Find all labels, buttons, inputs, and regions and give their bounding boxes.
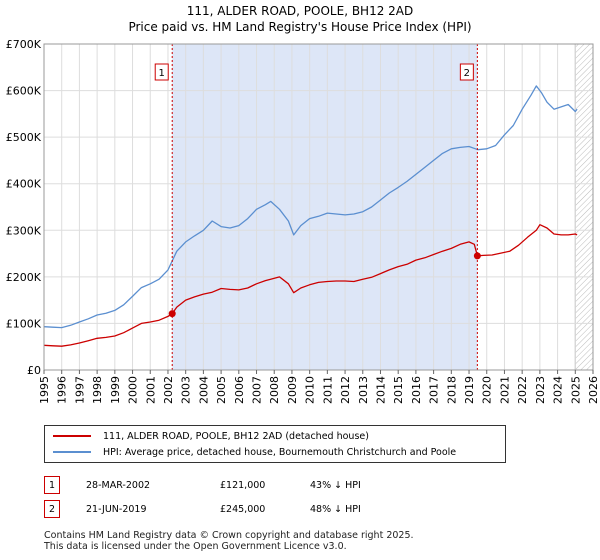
y-tick-label: £500K — [6, 131, 42, 144]
x-tick-label: 1998 — [91, 376, 104, 404]
y-tick-label: £400K — [6, 178, 42, 191]
plot-frame — [43, 43, 594, 371]
x-tick-label: 2008 — [268, 376, 281, 404]
y-tick-label: £200K — [6, 271, 42, 284]
x-tick-label: 2021 — [498, 376, 511, 404]
sale-marker-label: 2 — [464, 68, 470, 79]
legend-label-hpi: HPI: Average price, detached house, Bour… — [103, 446, 457, 458]
x-tick-label: 2017 — [428, 376, 441, 404]
footer-line-1: Contains HM Land Registry data © Crown c… — [44, 530, 414, 541]
y-tick-label: £300K — [6, 224, 42, 237]
legend: 111, ALDER ROAD, POOLE, BH12 2AD (detach… — [44, 425, 506, 463]
hpi-line — [43, 85, 578, 329]
sale-date: 21-JUN-2019 — [86, 504, 147, 515]
sale-date: 28-MAR-2002 — [86, 480, 151, 491]
y-tick-label: £600K — [6, 85, 42, 98]
x-tick-label: 2006 — [233, 376, 246, 404]
sale-row: 2 21-JUN-2019 £245,000 48% ↓ HPI — [44, 498, 584, 522]
legend-swatch-property — [53, 435, 91, 437]
chart-subtitle: Price paid vs. HM Land Registry's House … — [128, 20, 471, 34]
footer-line-2: This data is licensed under the Open Gov… — [44, 541, 347, 552]
x-tick-label: 2000 — [127, 376, 140, 404]
chart-title: 111, ALDER ROAD, POOLE, BH12 2AD — [187, 4, 414, 18]
x-tick-label: 2019 — [463, 376, 476, 404]
legend-item-property: 111, ALDER ROAD, POOLE, BH12 2AD (detach… — [53, 428, 369, 444]
x-tick-label: 2026 — [587, 376, 600, 404]
legend-swatch-hpi — [53, 451, 91, 453]
x-tick-label: 2016 — [410, 376, 423, 404]
y-tick-label: £0 — [27, 364, 41, 377]
x-tick-label: 2014 — [374, 376, 387, 404]
sale-row: 1 28-MAR-2002 £121,000 43% ↓ HPI — [44, 474, 584, 498]
x-tick-label: 2005 — [215, 376, 228, 404]
x-tick-label: 2003 — [180, 376, 193, 404]
price-chart: 111, ALDER ROAD, POOLE, BH12 2AD Price p… — [6, 4, 600, 404]
forecast-hatched-region — [575, 44, 593, 370]
sale-marker-badge — [459, 63, 474, 81]
x-tick-label: 2015 — [392, 376, 405, 404]
legend-label-property: 111, ALDER ROAD, POOLE, BH12 2AD (detach… — [103, 430, 369, 442]
sale-hpi-diff: 48% ↓ HPI — [310, 504, 361, 515]
sale-point — [473, 252, 481, 260]
x-tick-label: 1999 — [109, 376, 122, 404]
x-tick-label: 1995 — [38, 376, 51, 404]
x-tick-label: 2002 — [162, 376, 175, 404]
sale-hpi-diff: 43% ↓ HPI — [310, 480, 361, 491]
x-tick-label: 1996 — [56, 376, 69, 404]
ownership-period-band — [172, 44, 478, 370]
sale-point — [168, 310, 176, 318]
y-tick-label: £700K — [6, 38, 42, 51]
sale-price: £245,000 — [220, 504, 266, 515]
x-tick-label: 2012 — [339, 376, 352, 404]
x-tick-label: 2004 — [197, 376, 210, 404]
x-tick-label: 2007 — [251, 376, 264, 404]
footer-notice: Contains HM Land Registry data © Crown c… — [44, 530, 414, 552]
x-tick-label: 2023 — [534, 376, 547, 404]
x-tick-label: 2009 — [286, 376, 299, 404]
sale-price: £121,000 — [220, 480, 266, 491]
x-tick-label: 2020 — [481, 376, 494, 404]
x-tick-label: 2013 — [357, 376, 370, 404]
sale-marker-badge — [154, 63, 169, 81]
legend-item-hpi: HPI: Average price, detached house, Bour… — [53, 444, 456, 460]
property-price-line — [43, 224, 578, 347]
x-tick-label: 2011 — [321, 376, 334, 404]
x-tick-label: 1997 — [73, 376, 86, 404]
x-tick-label: 2001 — [144, 376, 157, 404]
x-tick-label: 2010 — [304, 376, 317, 404]
x-tick-label: 2024 — [552, 376, 565, 404]
x-tick-label: 2025 — [569, 376, 582, 404]
sales-table: 1 28-MAR-2002 £121,000 43% ↓ HPI 2 21-JU… — [44, 474, 584, 522]
sale-number-badge: 1 — [44, 476, 60, 494]
x-tick-label: 2022 — [516, 376, 529, 404]
sale-number-badge: 2 — [44, 500, 60, 518]
x-tick-label: 2018 — [445, 376, 458, 404]
y-tick-label: £100K — [6, 317, 42, 330]
sale-marker-label: 1 — [159, 68, 165, 79]
